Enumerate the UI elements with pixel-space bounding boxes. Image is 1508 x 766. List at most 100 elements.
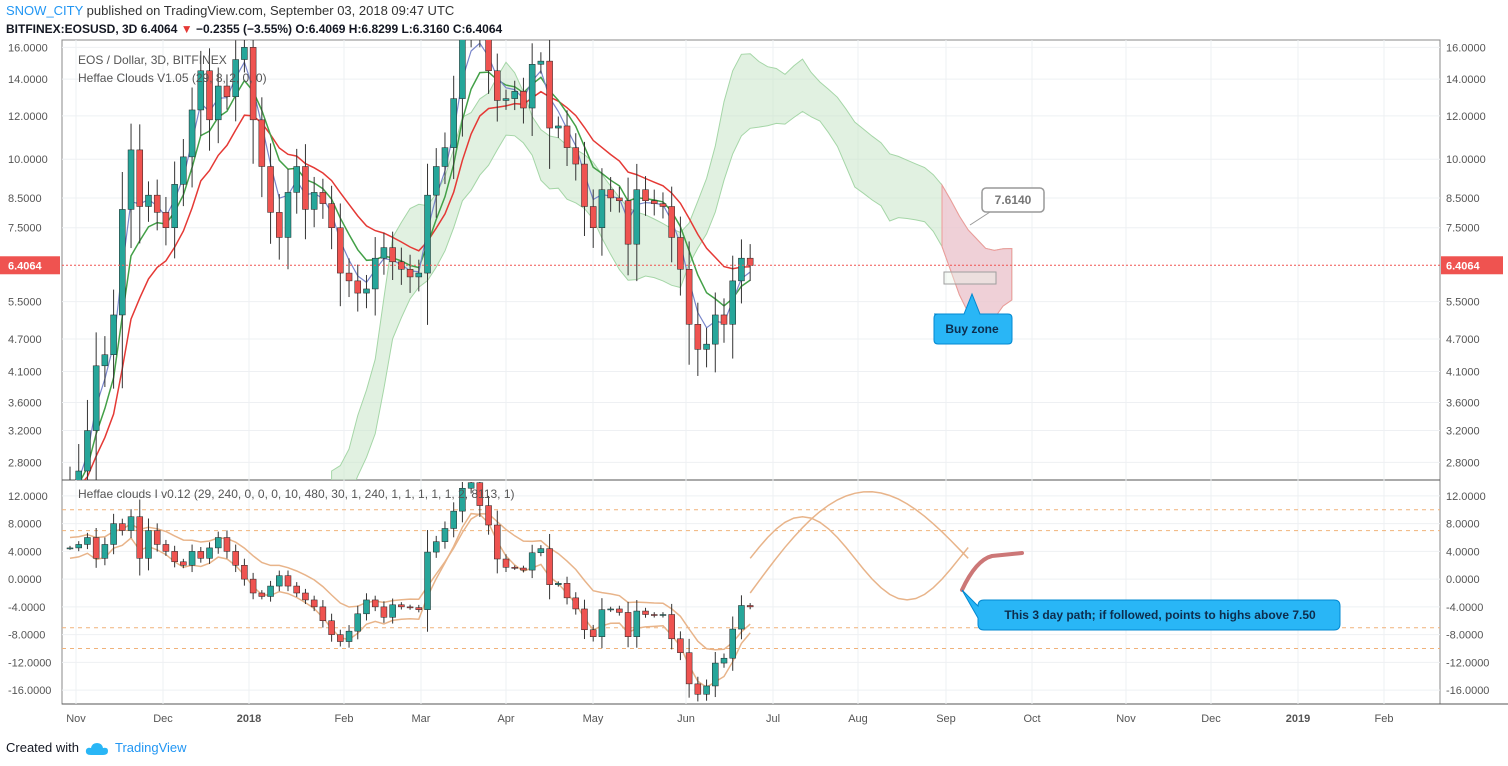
osc-candle [746, 605, 754, 608]
osc-candle [712, 662, 719, 687]
tradingview-link[interactable]: TradingView [114, 740, 187, 755]
y-tick-label-right: 4.0000 [1446, 546, 1480, 558]
osc-candle [668, 614, 675, 640]
price-candle [485, 40, 492, 72]
price-candle [563, 125, 571, 148]
osc-candle [153, 530, 161, 545]
buy-zone-callout [933, 292, 1013, 345]
osc-candle [406, 606, 414, 609]
y-tick-label-right: 2.8000 [1446, 457, 1480, 469]
osc-line-a [69, 512, 751, 689]
symbol-label: BITFINEX:EOSUSD, 3D [6, 22, 138, 36]
y-tick-label-left: 8.5000 [8, 193, 42, 205]
chart-title: EOS / Dollar, 3D, BITFINEX [78, 53, 227, 67]
price-candle [415, 272, 423, 278]
price-candle [511, 91, 518, 99]
price-candle [624, 200, 632, 245]
created-with-label: Created with [6, 740, 79, 755]
osc-candle [180, 561, 187, 566]
osc-candle [398, 604, 405, 608]
price-candle [162, 212, 170, 228]
osc-candle [363, 599, 370, 615]
osc-candle [75, 544, 82, 549]
last-price-text-left: 6.4064 [8, 260, 43, 272]
last-price-tag-right [1441, 256, 1503, 275]
author-link[interactable]: SNOW_CITY [6, 3, 84, 18]
price-candle [284, 192, 292, 238]
price-candle [337, 227, 344, 274]
path-arrow [960, 551, 1024, 592]
y-tick-label-left: -12.0000 [8, 657, 51, 669]
price-candle [703, 343, 710, 350]
osc-candle [598, 609, 606, 637]
osc-candle [642, 610, 649, 615]
price-candle [668, 206, 675, 238]
osc-candle [555, 583, 562, 585]
price-candle [520, 91, 527, 109]
osc-candle [249, 578, 257, 594]
x-tick-label: 2018 [237, 713, 261, 725]
osc-candle [92, 537, 100, 559]
change-label: −0.2355 (−3.55%) [195, 22, 293, 36]
osc-candle [241, 565, 248, 580]
price-candle [302, 166, 309, 210]
osc-candle [380, 606, 388, 618]
osc-candle [677, 638, 684, 653]
x-tick-label: Feb [1375, 713, 1394, 725]
osc-candle [276, 575, 283, 587]
y-tick-label-left: 16.0000 [8, 42, 48, 54]
y-tick-label-left: 10.0000 [8, 154, 48, 166]
osc-candle [171, 551, 178, 563]
x-tick-label: 2019 [1286, 713, 1310, 725]
price-candle [267, 166, 274, 213]
price-candle [75, 470, 82, 480]
osc-candle [162, 544, 170, 552]
price-candle [258, 119, 266, 167]
oscillator-pane [66, 482, 969, 702]
osc-candle [145, 530, 152, 559]
publish-text: published on TradingView.com, September … [83, 3, 455, 18]
blue-ma-line [77, 42, 751, 480]
osc-candle [310, 599, 318, 608]
price-candle [424, 194, 431, 274]
price-candle [589, 206, 597, 228]
osc-candle [188, 551, 196, 566]
osc-candle [415, 607, 423, 610]
price-label-pointer [969, 211, 991, 226]
price-candle [92, 365, 100, 431]
path-callout-text: This 3 day path; if followed, points to … [1004, 608, 1316, 622]
osc-candle [337, 634, 344, 642]
price-candle [127, 149, 135, 210]
price-candle [276, 212, 283, 238]
y-tick-label-right: 7.5000 [1446, 223, 1480, 235]
osc-projection-a [749, 491, 969, 594]
osc-candle [589, 629, 597, 637]
osc-candle [563, 583, 571, 599]
tradingview-cloud-icon [85, 742, 108, 755]
x-tick-label: May [583, 713, 604, 725]
osc-candle [267, 585, 274, 597]
x-tick-label: Dec [1201, 713, 1221, 725]
red-cloud [941, 183, 1013, 327]
price-candle [101, 354, 109, 367]
price-candle [677, 237, 684, 270]
price-candle [371, 257, 379, 290]
footer: Created with TradingView [6, 740, 187, 756]
price-candle [459, 40, 466, 99]
y-tick-label-left: 4.7000 [8, 334, 42, 346]
osc-candle [345, 630, 353, 642]
x-tick-label: Feb [335, 713, 354, 725]
osc-candle [441, 528, 449, 542]
osc-candle [476, 482, 484, 506]
target-zone-box [943, 271, 997, 285]
price-pane [69, 40, 1013, 480]
y-tick-label-right: -12.0000 [1446, 657, 1489, 669]
price-candle [171, 184, 178, 228]
x-tick-label: Jul [766, 713, 780, 725]
price-candle [110, 314, 117, 355]
y-tick-label-right: 12.0000 [1446, 491, 1486, 503]
osc-candle [223, 537, 231, 552]
publish-info: SNOW_CITY published on TradingView.com, … [6, 3, 454, 18]
x-tick-label: Apr [497, 713, 514, 725]
